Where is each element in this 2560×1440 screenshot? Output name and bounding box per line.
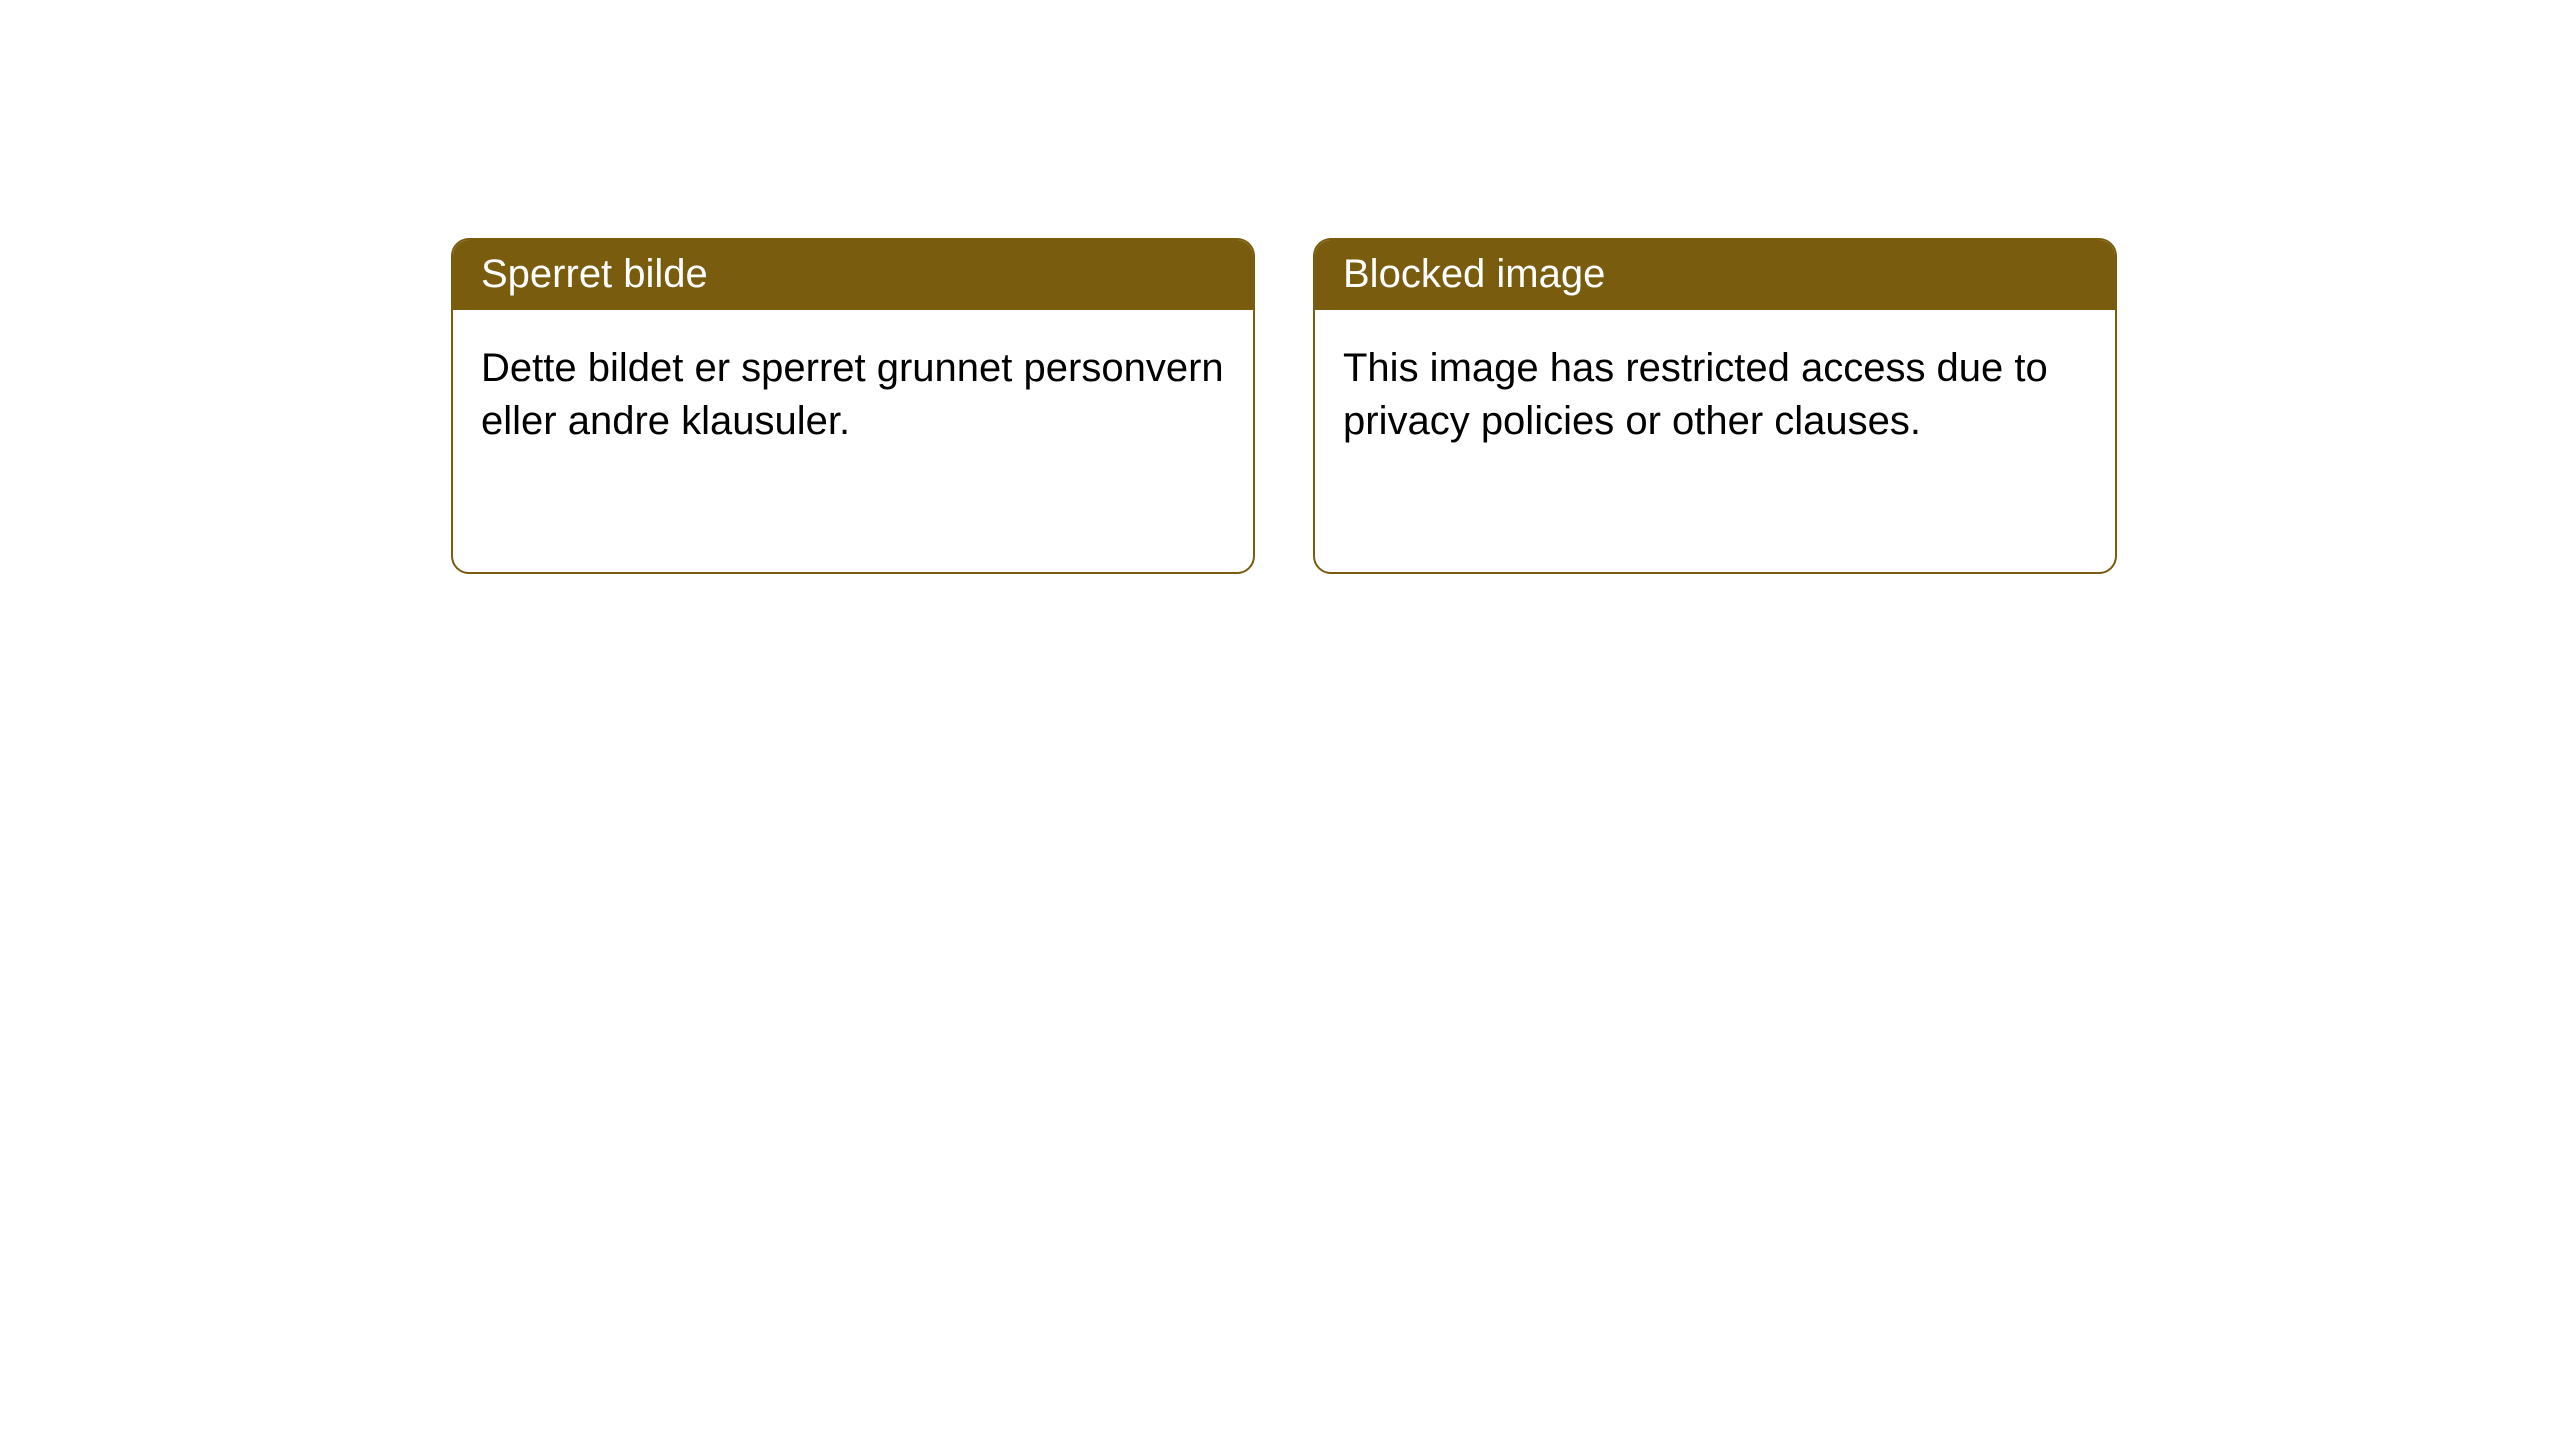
card-body-text: This image has restricted access due to … (1343, 346, 2048, 443)
card-header: Sperret bilde (453, 240, 1253, 310)
card-body-text: Dette bildet er sperret grunnet personve… (481, 346, 1224, 443)
notice-container: Sperret bilde Dette bildet er sperret gr… (0, 0, 2560, 574)
blocked-image-card-no: Sperret bilde Dette bildet er sperret gr… (451, 238, 1255, 574)
card-header: Blocked image (1315, 240, 2115, 310)
blocked-image-card-en: Blocked image This image has restricted … (1313, 238, 2117, 574)
card-body: This image has restricted access due to … (1315, 310, 2115, 480)
card-title: Sperret bilde (481, 252, 708, 296)
card-body: Dette bildet er sperret grunnet personve… (453, 310, 1253, 480)
card-title: Blocked image (1343, 252, 1605, 296)
